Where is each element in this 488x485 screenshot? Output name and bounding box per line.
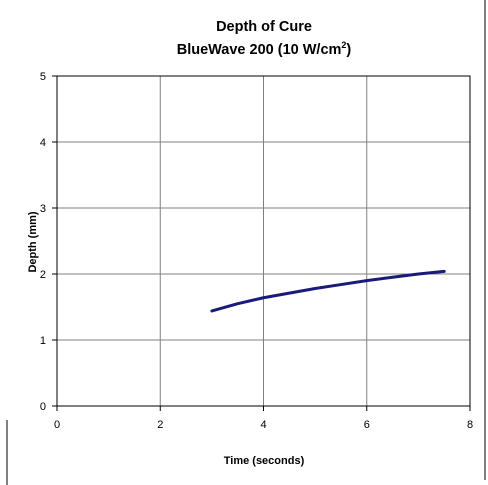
y-tick-label-5: 5	[40, 71, 46, 83]
chart-subtitle: BlueWave 200 (10 W/cm2)	[177, 40, 352, 58]
y-tick-label-2: 2	[40, 269, 46, 281]
y-tick-label-1: 1	[40, 335, 46, 347]
x-tick-label-4: 8	[467, 419, 473, 431]
y-tick-label-3: 3	[40, 203, 46, 215]
x-tick-label-2: 4	[260, 419, 266, 431]
x-tick-label-1: 2	[157, 419, 163, 431]
chart-subtitle-superscript: 2	[341, 40, 346, 50]
chart-title: Depth of Cure	[216, 19, 312, 35]
x-axis-label: Time (seconds)	[224, 455, 305, 467]
y-tick-label-4: 4	[40, 137, 46, 149]
series-line-0	[210, 269, 446, 313]
chart-subtitle-base: BlueWave 200 (10 W/cm	[177, 42, 342, 58]
chart-subtitle-suffix: )	[346, 42, 351, 58]
series-lines	[210, 269, 446, 313]
x-tick-label-3: 6	[364, 419, 370, 431]
x-tick-label-0: 0	[54, 419, 60, 431]
y-tick-label-0: 0	[40, 401, 46, 413]
axis-ticks: 0 2 4 6 8 0 1 2 3 4 5	[40, 71, 473, 431]
grid-lines	[56, 75, 471, 407]
y-axis-label: Depth (mm)	[27, 211, 39, 272]
